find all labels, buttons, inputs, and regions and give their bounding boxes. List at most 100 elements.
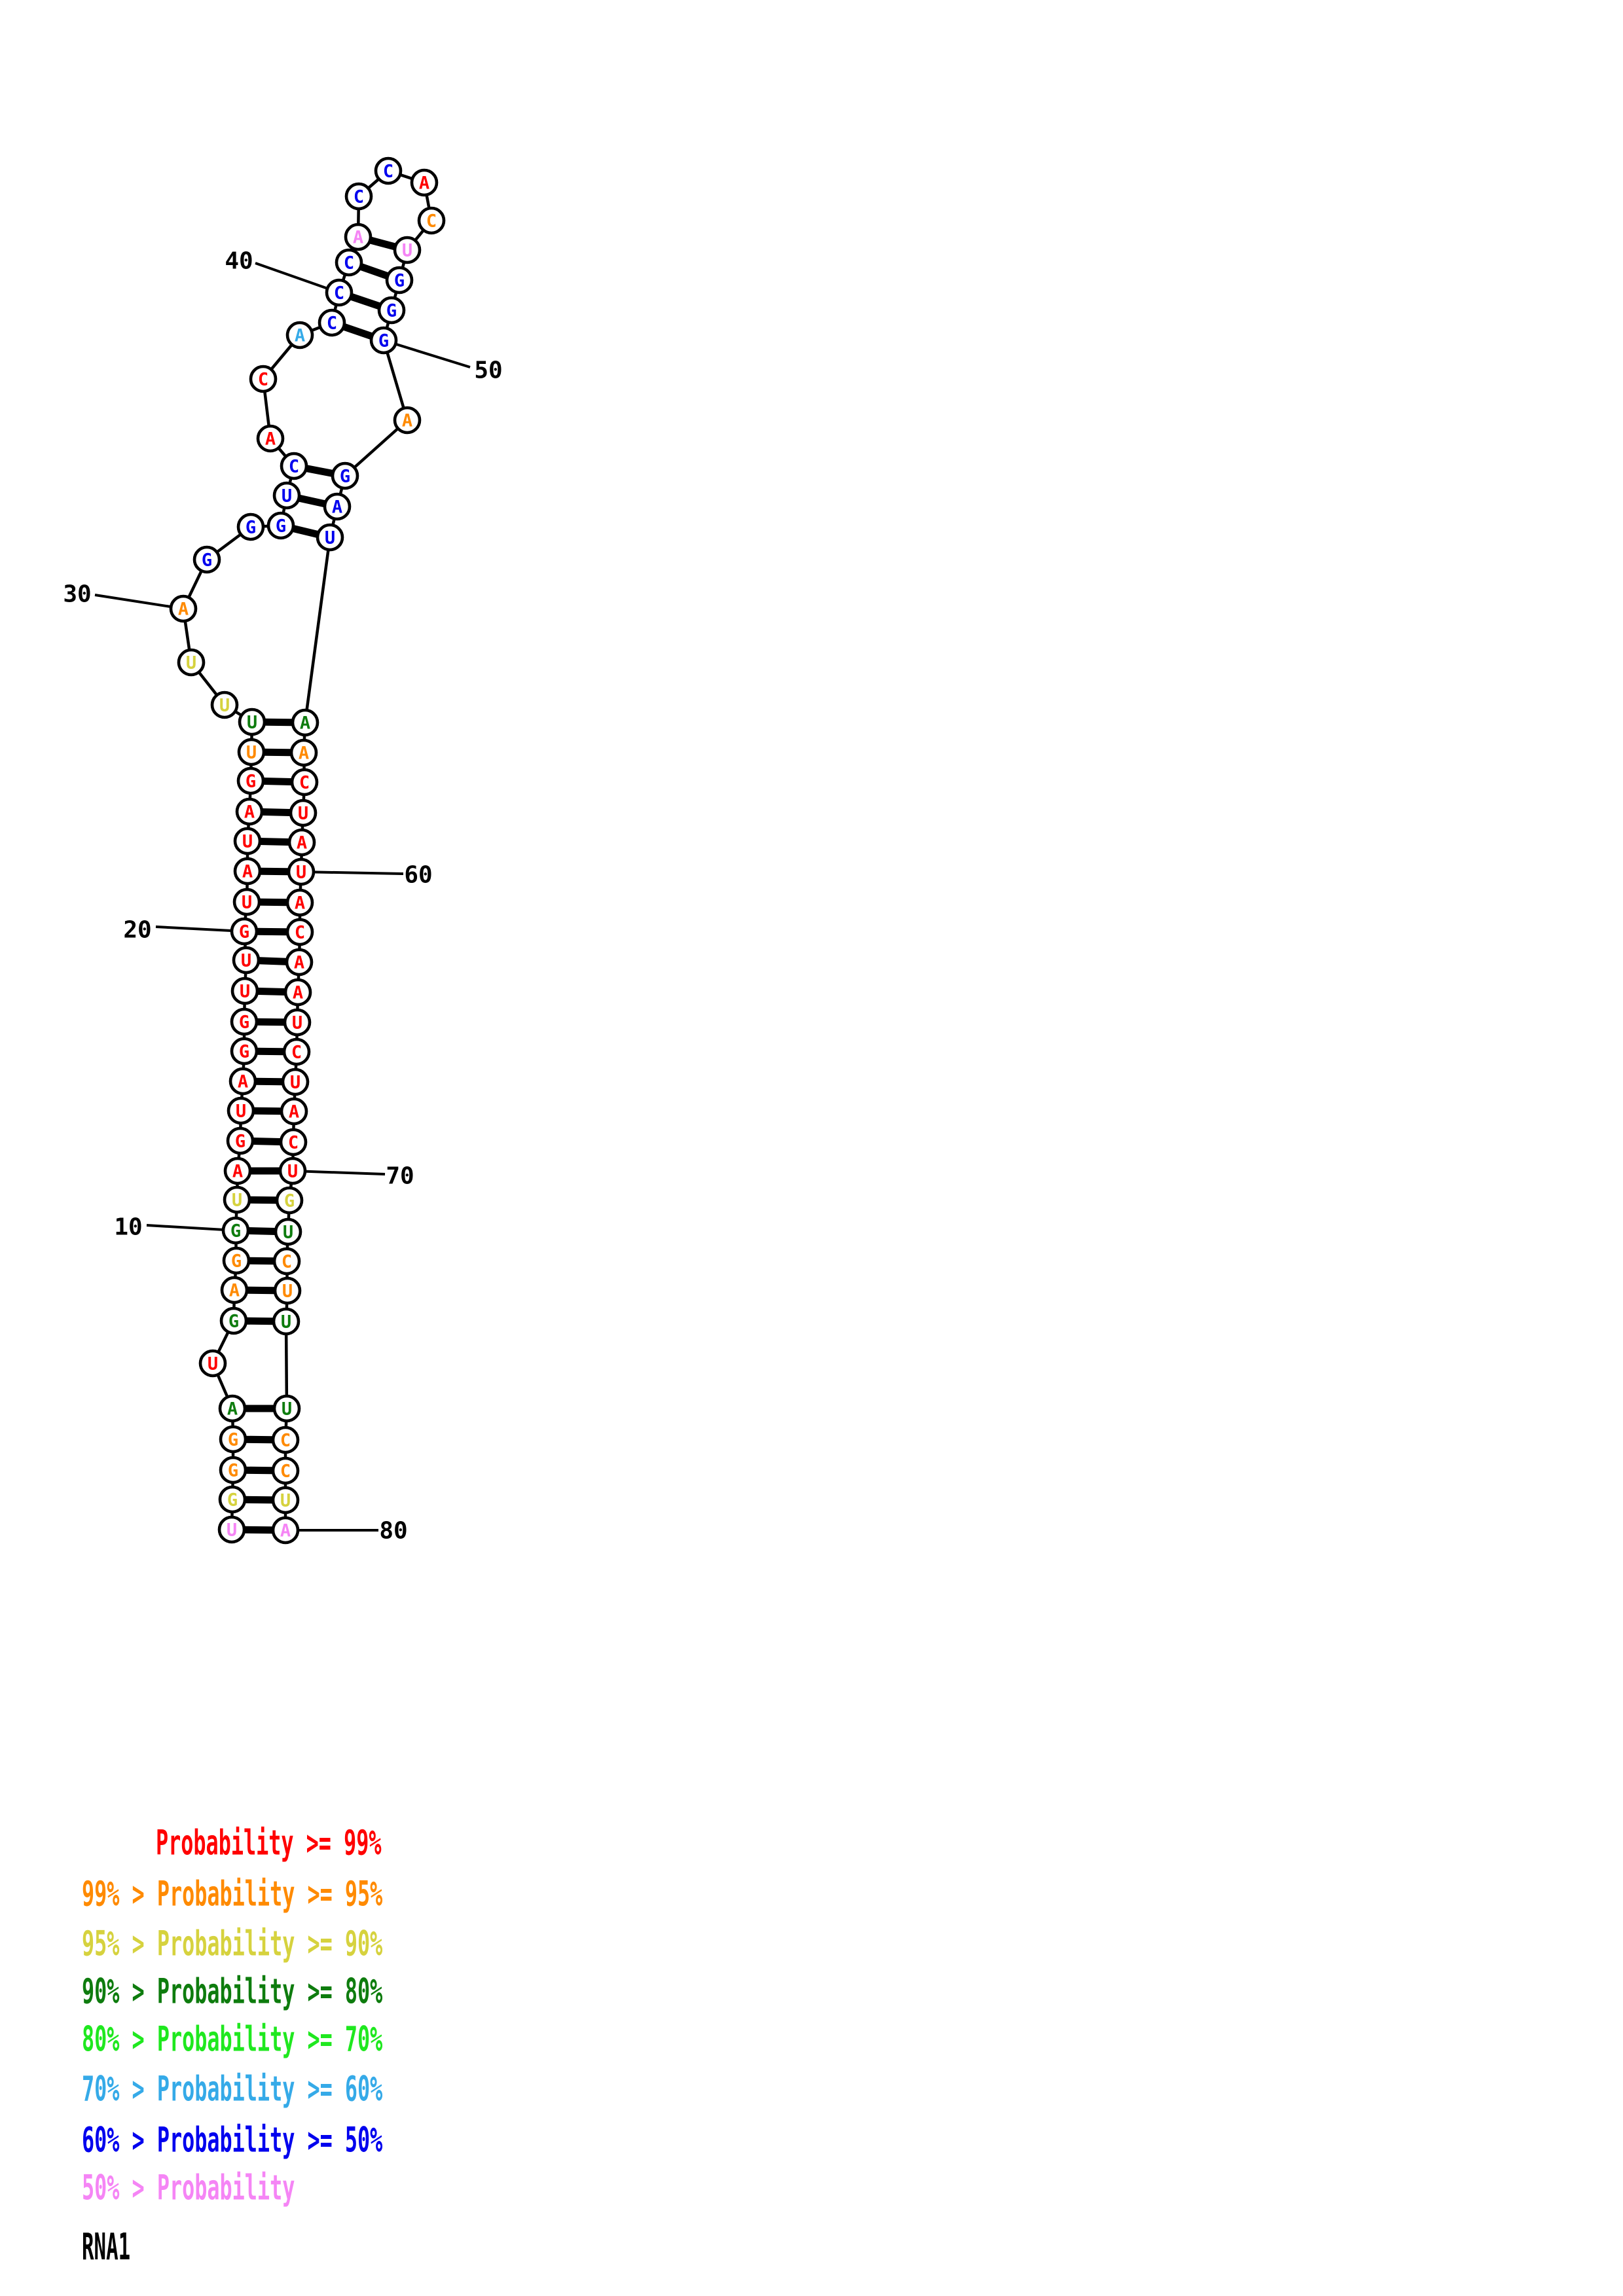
nucleotide-circle-23 — [233, 827, 262, 855]
position-leader-lines-group — [94, 262, 471, 1532]
nucleotide-circle-13 — [226, 1126, 255, 1155]
nucleotide-base-57: C — [299, 772, 310, 793]
nucleotide-circle-5 — [218, 1394, 247, 1423]
nucleotide-base-60: U — [296, 862, 306, 882]
nucleotide-base-46: C — [426, 211, 437, 231]
nucleotide-circle-47 — [393, 236, 422, 264]
nucleotide-circle-14 — [227, 1096, 255, 1125]
nucleotide-circle-22 — [233, 857, 262, 886]
nucleotide-circle-62 — [285, 918, 314, 946]
nucleotide-base-26: U — [246, 742, 257, 762]
nucleotide-base-71: G — [284, 1191, 295, 1211]
nucleotide-circle-73 — [272, 1247, 301, 1276]
legend-row-3: 90% > Probability >= 80% — [82, 1971, 382, 2012]
nucleotide-circle-15 — [228, 1067, 257, 1096]
nucleotide-circle-10 — [221, 1216, 250, 1245]
nucleotide-base-19: U — [241, 950, 251, 971]
nucleotide-base-37: C — [258, 369, 268, 389]
nucleotide-circle-63 — [285, 948, 314, 977]
nucleotide-base-32: G — [246, 517, 256, 537]
nucleotide-circle-72 — [274, 1217, 302, 1246]
nucleotide-circle-69 — [279, 1128, 308, 1157]
nucleotide-circle-8 — [220, 1276, 249, 1304]
nucleotide-circle-67 — [281, 1067, 310, 1096]
nucleotide-base-43: C — [354, 187, 364, 207]
nucleotide-circle-25 — [236, 766, 265, 795]
nucleotide-base-58: U — [298, 803, 308, 823]
nucleotide-base-78: C — [280, 1461, 291, 1481]
nucleotide-base-49: G — [386, 300, 397, 321]
nucleotide-base-45: A — [419, 173, 429, 193]
nucleotide-circle-74 — [273, 1276, 302, 1305]
position-label-30: 30 — [63, 581, 91, 608]
position-label-80: 80 — [379, 1518, 407, 1545]
nucleotide-circle-45 — [410, 168, 439, 197]
nucleotide-circle-57 — [290, 768, 319, 797]
nucleotide-circles-group — [169, 156, 446, 1545]
nucleotide-circle-42 — [344, 223, 373, 251]
nucleotide-base-51: A — [402, 410, 412, 431]
nucleotide-circle-4 — [219, 1425, 247, 1454]
nucleotide-circle-66 — [282, 1037, 311, 1066]
nucleotide-circle-53 — [323, 492, 352, 521]
position-leader-20 — [155, 925, 245, 933]
nucleotide-base-34: U — [282, 486, 292, 506]
nucleotide-circle-71 — [275, 1186, 304, 1215]
nucleotide-circle-61 — [285, 888, 314, 917]
legend-row-6: 60% > Probability >= 50% — [82, 2120, 382, 2161]
legend-row-5: 70% > Probability >= 60% — [82, 2069, 382, 2109]
nucleotide-circle-32 — [236, 512, 265, 541]
nucleotide-circle-40 — [325, 278, 354, 307]
nucleotide-base-56: A — [299, 743, 309, 763]
nucleotide-circle-17 — [230, 1007, 259, 1036]
nucleotide-base-65: U — [292, 1013, 302, 1033]
nucleotide-circle-9 — [222, 1246, 251, 1275]
nucleotide-base-47: U — [402, 240, 412, 260]
nucleotide-base-72: U — [283, 1222, 293, 1242]
nucleotide-circle-65 — [283, 1008, 312, 1037]
nucleotide-circle-3 — [219, 1456, 247, 1484]
nucleotide-circle-64 — [283, 978, 312, 1007]
position-leader-40 — [255, 262, 340, 294]
nucleotide-base-12: A — [232, 1161, 243, 1181]
nucleotide-base-8: A — [229, 1280, 240, 1300]
nucleotide-base-5: A — [227, 1399, 238, 1419]
nucleotide-circle-26 — [237, 738, 266, 766]
nucleotide-circle-28 — [210, 691, 239, 719]
nucleotide-circle-49 — [377, 296, 406, 325]
nucleotide-base-6: U — [208, 1354, 218, 1374]
nucleotide-base-41: C — [344, 253, 354, 273]
nucleotide-base-10: G — [230, 1221, 241, 1241]
nucleotide-circle-11 — [223, 1185, 251, 1214]
nucleotide-circle-19 — [232, 946, 261, 975]
nucleotide-circle-58 — [289, 798, 318, 827]
nucleotide-base-80: A — [280, 1520, 291, 1541]
nucleotide-circle-52 — [331, 461, 359, 490]
position-label-50: 50 — [474, 357, 502, 384]
nucleotide-base-39: C — [327, 313, 337, 333]
nucleotide-circle-79 — [271, 1486, 300, 1515]
nucleotide-base-3: G — [228, 1460, 238, 1480]
nucleotide-circle-77 — [271, 1426, 300, 1454]
nucleotide-base-70: U — [287, 1161, 298, 1181]
nucleotide-circle-56 — [289, 738, 318, 767]
nucleotide-base-14: U — [236, 1101, 246, 1121]
nucleotide-circle-7 — [219, 1306, 248, 1335]
nucleotide-base-67: U — [290, 1072, 301, 1092]
nucleotide-base-30: A — [178, 599, 189, 619]
nucleotide-base-66: C — [291, 1042, 302, 1062]
nucleotide-circle-41 — [335, 248, 363, 277]
probability-legend: Probability >= 99% 99% > Probability >= 9… — [82, 1823, 382, 2208]
nucleotide-base-59: A — [297, 833, 307, 853]
nucleotide-base-44: C — [383, 161, 393, 181]
nucleotide-circle-55 — [291, 708, 319, 737]
nucleotide-circle-31 — [192, 545, 221, 574]
nucleotide-base-29: U — [186, 653, 196, 673]
position-label-10: 10 — [114, 1214, 142, 1241]
nucleotide-base-21: U — [242, 892, 252, 912]
nucleotide-circle-80 — [271, 1516, 300, 1545]
nucleotide-circle-76 — [272, 1394, 301, 1423]
nucleotide-circle-1 — [217, 1515, 246, 1544]
